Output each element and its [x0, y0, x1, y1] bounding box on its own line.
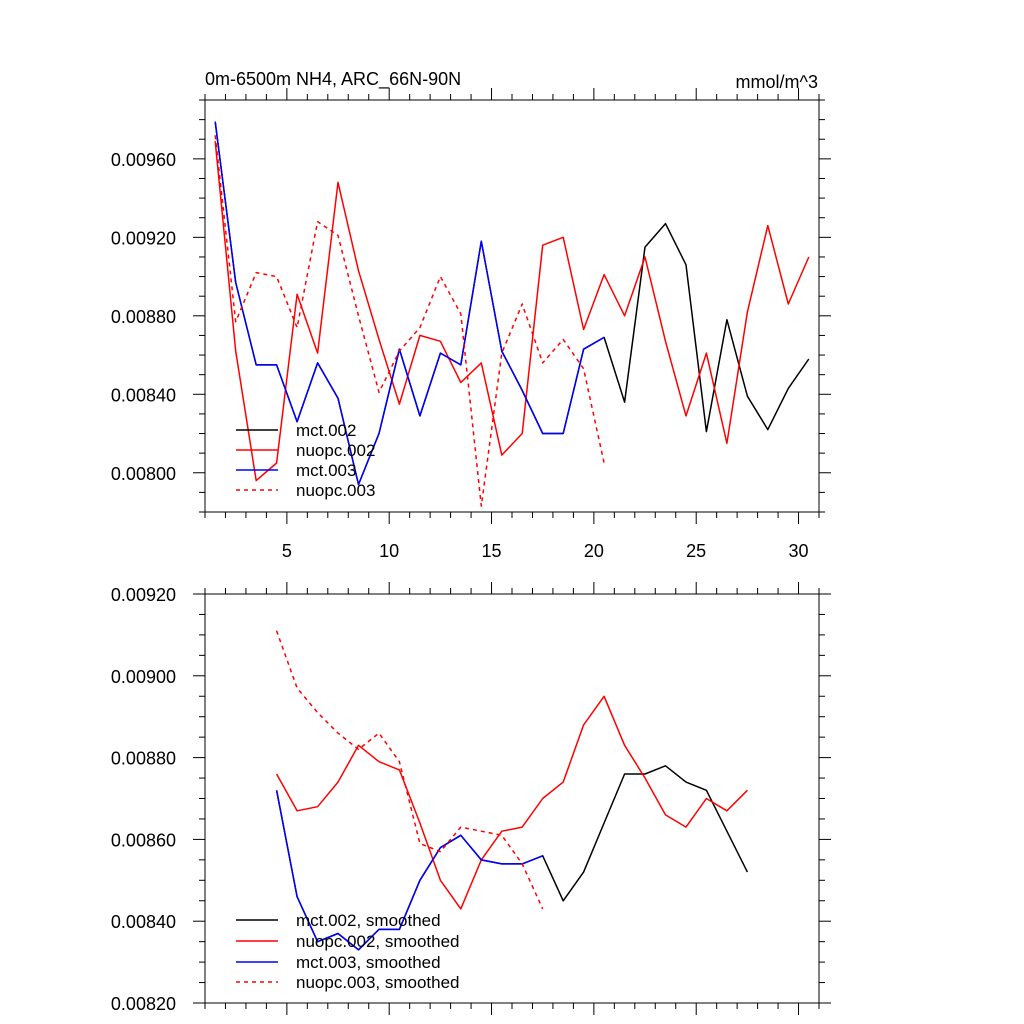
bottom-y-tick-label: 0.00860 — [111, 830, 176, 850]
legend-label-nuopc-002-smoothed: nuopc.002, smoothed — [296, 932, 460, 951]
top-y-tick-label: 0.00840 — [111, 385, 176, 405]
top-y-tick-label: 0.00920 — [111, 228, 176, 248]
legend-label-mct-002: mct.002 — [296, 421, 356, 440]
legend-label-mct-003-smoothed: mct.003, smoothed — [296, 953, 441, 972]
top-legend: mct.002 nuopc.002 mct.003 nuopc.003 — [236, 421, 375, 500]
legend-label-nuopc-003-smoothed: nuopc.003, smoothed — [296, 973, 460, 992]
units-label: mmol/m^3 — [736, 72, 818, 92]
top-panel: 0m-6500m NH4, ARC_66N-90N mmol/m^3 5 10 15… — [111, 69, 831, 561]
series-line-mct-003 — [214, 121, 605, 486]
series-line-nuopc-003 — [214, 135, 605, 507]
top-x-tick-label: 20 — [584, 541, 604, 561]
top-plot-area: 5 10 15 20 25 30 0.00800 0.00840 0.00880 0.00920 0… — [111, 88, 831, 561]
series-line-mct-003-smoothed — [275, 790, 543, 951]
top-y-tick-label: 0.00960 — [111, 150, 176, 170]
legend-label-nuopc-003: nuopc.003 — [296, 481, 375, 500]
top-y-tick-label: 0.00880 — [111, 307, 176, 327]
series-line-nuopc-002 — [214, 141, 810, 482]
legend-label-nuopc-002: nuopc.002 — [296, 441, 375, 460]
bottom-y-tick-label: 0.00880 — [111, 749, 176, 769]
bottom-y-tick-label: 0.00920 — [111, 585, 176, 605]
bottom-y-tick-label: 0.00900 — [111, 667, 176, 687]
top-x-tick-label: 10 — [379, 541, 399, 561]
top-x-tick-label: 15 — [482, 541, 502, 561]
bottom-legend: mct.002, smoothed nuopc.002, smoothed mc… — [236, 911, 460, 992]
legend-label-mct-002-smoothed: mct.002, smoothed — [296, 911, 441, 930]
series-line-nuopc-003-smoothed — [275, 630, 544, 910]
top-x-tick-label: 30 — [789, 541, 809, 561]
bottom-y-tick-label: 0.00820 — [111, 994, 176, 1014]
chart-title: 0m-6500m NH4, ARC_66N-90N — [205, 69, 461, 90]
bottom-y-tick-label: 0.00840 — [111, 912, 176, 932]
bottom-plot-area: 0.00820 0.00840 0.00860 0.00880 0.00900 0.009… — [111, 582, 831, 1015]
legend-label-mct-003: mct.003 — [296, 461, 356, 480]
top-y-tick-label: 0.00800 — [111, 464, 176, 484]
bottom-panel: 0.00820 0.00840 0.00860 0.00880 0.00900 0.009… — [111, 582, 831, 1015]
top-x-tick-label: 25 — [686, 541, 706, 561]
top-x-tick-label: 5 — [282, 541, 292, 561]
series-line-nuopc-002-smoothed — [275, 695, 748, 910]
